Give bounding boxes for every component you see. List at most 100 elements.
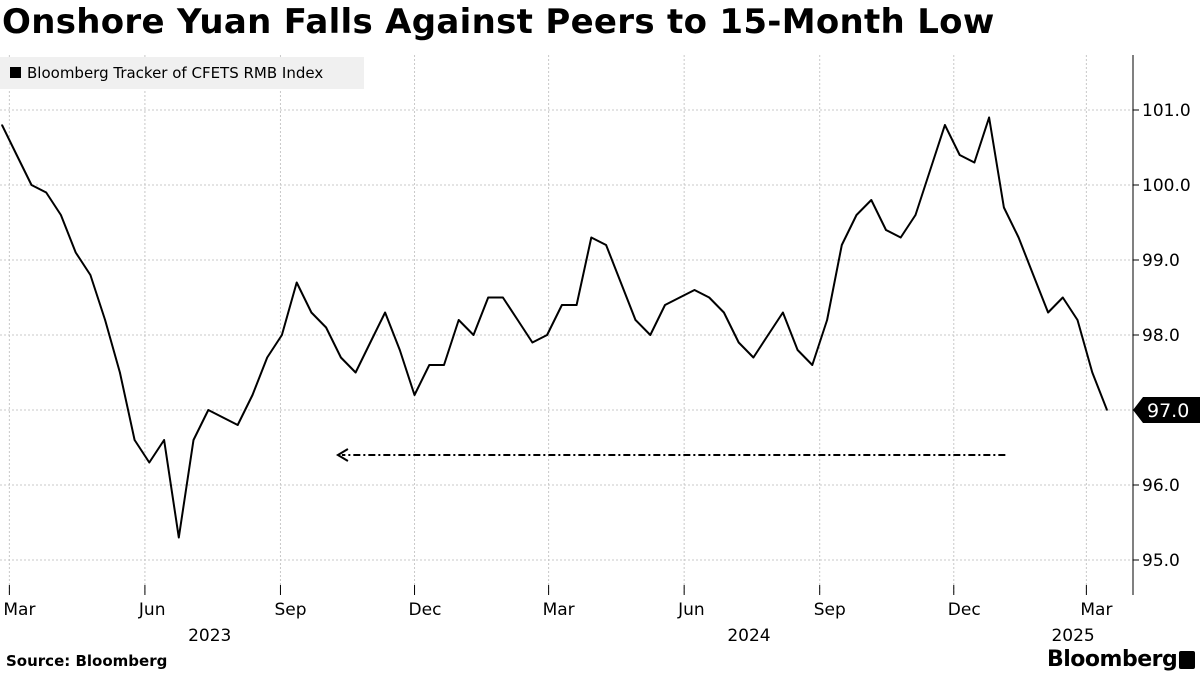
data-point	[384, 311, 386, 314]
data-point	[914, 214, 917, 216]
y-tick-label: 96.0	[1142, 476, 1180, 496]
data-point	[988, 116, 990, 119]
y-tick-label: 101.0	[1142, 101, 1191, 121]
data-point	[133, 439, 136, 441]
data-point	[811, 364, 814, 366]
series-line	[1, 116, 1108, 539]
data-point	[428, 364, 431, 366]
data-point	[1076, 319, 1079, 321]
data-point	[723, 311, 725, 314]
legend: Bloomberg Tracker of CFETS RMB Index	[0, 57, 364, 89]
data-point	[899, 236, 902, 239]
y-tick-label: 95.0	[1142, 551, 1180, 571]
data-point	[1047, 311, 1049, 314]
source-note: Source: Bloomberg	[6, 652, 168, 670]
last-value-badge	[1133, 397, 1200, 423]
data-point	[207, 409, 210, 411]
data-point	[634, 319, 637, 321]
data-point	[369, 341, 372, 344]
data-point	[620, 281, 622, 284]
data-point	[929, 169, 931, 171]
annotation-arrowhead	[335, 448, 349, 462]
data-point	[178, 536, 180, 539]
data-point	[45, 191, 47, 194]
data-point	[1106, 409, 1108, 411]
data-point	[340, 356, 342, 359]
brand-chart-icon	[1179, 651, 1195, 669]
x-tick-label: Mar	[1080, 600, 1112, 620]
data-point	[148, 461, 151, 464]
data-point	[457, 319, 460, 321]
data-point	[516, 319, 519, 321]
y-tick-label: 99.0	[1142, 251, 1180, 271]
data-point	[531, 341, 534, 344]
data-point	[487, 296, 490, 299]
data-point	[1, 124, 3, 126]
x-tick-label: Mar	[3, 600, 35, 620]
chart-title: Onshore Yuan Falls Against Peers to 15-M…	[2, 2, 995, 42]
data-point	[281, 334, 283, 336]
annotation-arrow	[335, 448, 1006, 462]
data-point	[163, 439, 165, 441]
x-tick-label: Jun	[138, 600, 166, 620]
data-point	[944, 124, 946, 126]
data-point	[796, 349, 799, 351]
data-point	[973, 161, 976, 164]
data-point	[767, 334, 769, 336]
data-point	[15, 154, 18, 156]
data-point	[89, 274, 92, 276]
data-point	[472, 334, 475, 336]
data-point	[236, 424, 239, 426]
x-tick-marks	[8, 55, 1087, 595]
data-point	[222, 416, 224, 419]
data-point	[60, 214, 62, 216]
data-point	[399, 349, 401, 351]
legend-label: Bloomberg Tracker of CFETS RMB Index	[27, 64, 323, 82]
data-point	[649, 334, 652, 336]
data-point	[870, 199, 873, 201]
x-tick-label: Sep	[814, 600, 846, 620]
data-point	[546, 334, 548, 336]
data-point	[737, 341, 740, 344]
brand-logo: Bloomberg	[1047, 647, 1178, 672]
data-point	[752, 356, 755, 359]
data-point	[119, 371, 121, 374]
data-point	[502, 296, 504, 299]
data-point	[605, 244, 607, 246]
data-point	[266, 356, 269, 359]
data-point	[782, 311, 784, 314]
data-point	[413, 394, 416, 396]
data-point	[826, 319, 828, 321]
x-year-label: 2025	[1051, 626, 1094, 646]
data-point	[708, 296, 710, 299]
grid-lines	[0, 109, 1133, 561]
data-point	[693, 289, 696, 291]
y-tick-label: 100.0	[1142, 176, 1191, 196]
data-point	[325, 326, 327, 329]
data-point	[104, 319, 106, 321]
x-tick-label: Mar	[543, 600, 575, 620]
data-point	[841, 244, 843, 246]
data-point	[664, 304, 666, 306]
data-point	[590, 236, 593, 239]
data-point	[1003, 206, 1005, 209]
data-point	[1032, 274, 1035, 276]
legend-box	[0, 57, 364, 89]
last-value-label: 97.0	[1147, 400, 1189, 422]
data-point	[885, 229, 887, 231]
data-point	[310, 311, 313, 314]
data-point	[30, 184, 33, 186]
x-tick-label: Dec	[409, 600, 442, 620]
data-point	[1017, 236, 1020, 239]
data-point	[561, 304, 563, 306]
legend-swatch	[10, 67, 21, 78]
data-point	[678, 296, 681, 299]
data-point	[443, 364, 445, 366]
data-point	[1091, 371, 1094, 374]
data-point	[251, 394, 254, 396]
data-point	[855, 214, 858, 216]
x-tick-label: Dec	[948, 600, 981, 620]
series-path	[1, 116, 1108, 539]
